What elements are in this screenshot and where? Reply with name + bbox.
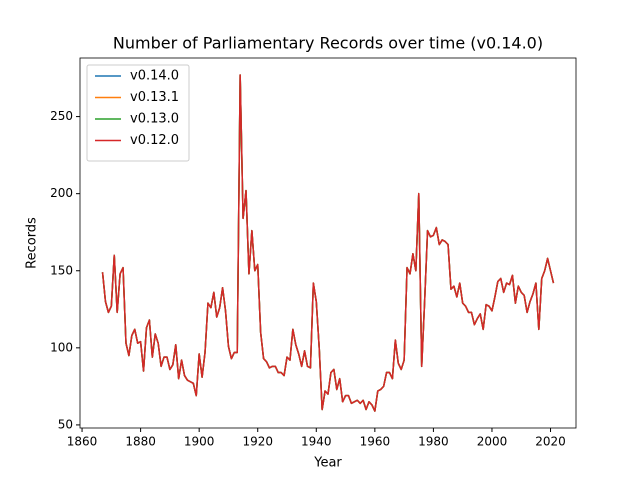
legend-box — [86, 64, 190, 162]
x-axis-label: Year — [313, 456, 342, 471]
chart-title: Number of Parliamentary Records over tim… — [113, 34, 543, 53]
x-tick-label: 2020 — [535, 435, 566, 449]
y-axis-label: Records — [25, 217, 40, 269]
legend-label: v0.14.0 — [130, 69, 179, 84]
y-tick-label: 50 — [58, 417, 73, 431]
x-tick-label: 1860 — [67, 435, 98, 449]
y-tick-label: 200 — [50, 186, 73, 200]
series-line — [101, 74, 555, 412]
x-tick-label: 1920 — [242, 435, 273, 449]
x-tick-label: 1960 — [360, 435, 391, 449]
x-tick-label: 1980 — [418, 435, 449, 449]
y-tick-label: 100 — [50, 340, 73, 354]
x-tick-label: 1880 — [125, 435, 156, 449]
legend-label: v0.13.1 — [130, 90, 179, 105]
y-tick-label: 150 — [50, 263, 73, 277]
legend-label: v0.12.0 — [130, 133, 179, 148]
legend-label: v0.13.0 — [130, 112, 179, 127]
plot-frame — [79, 57, 577, 429]
y-tick-label: 250 — [50, 109, 73, 123]
x-tick-label: 2000 — [477, 435, 508, 449]
x-tick-label: 1900 — [184, 435, 215, 449]
x-tick-label: 1940 — [301, 435, 332, 449]
